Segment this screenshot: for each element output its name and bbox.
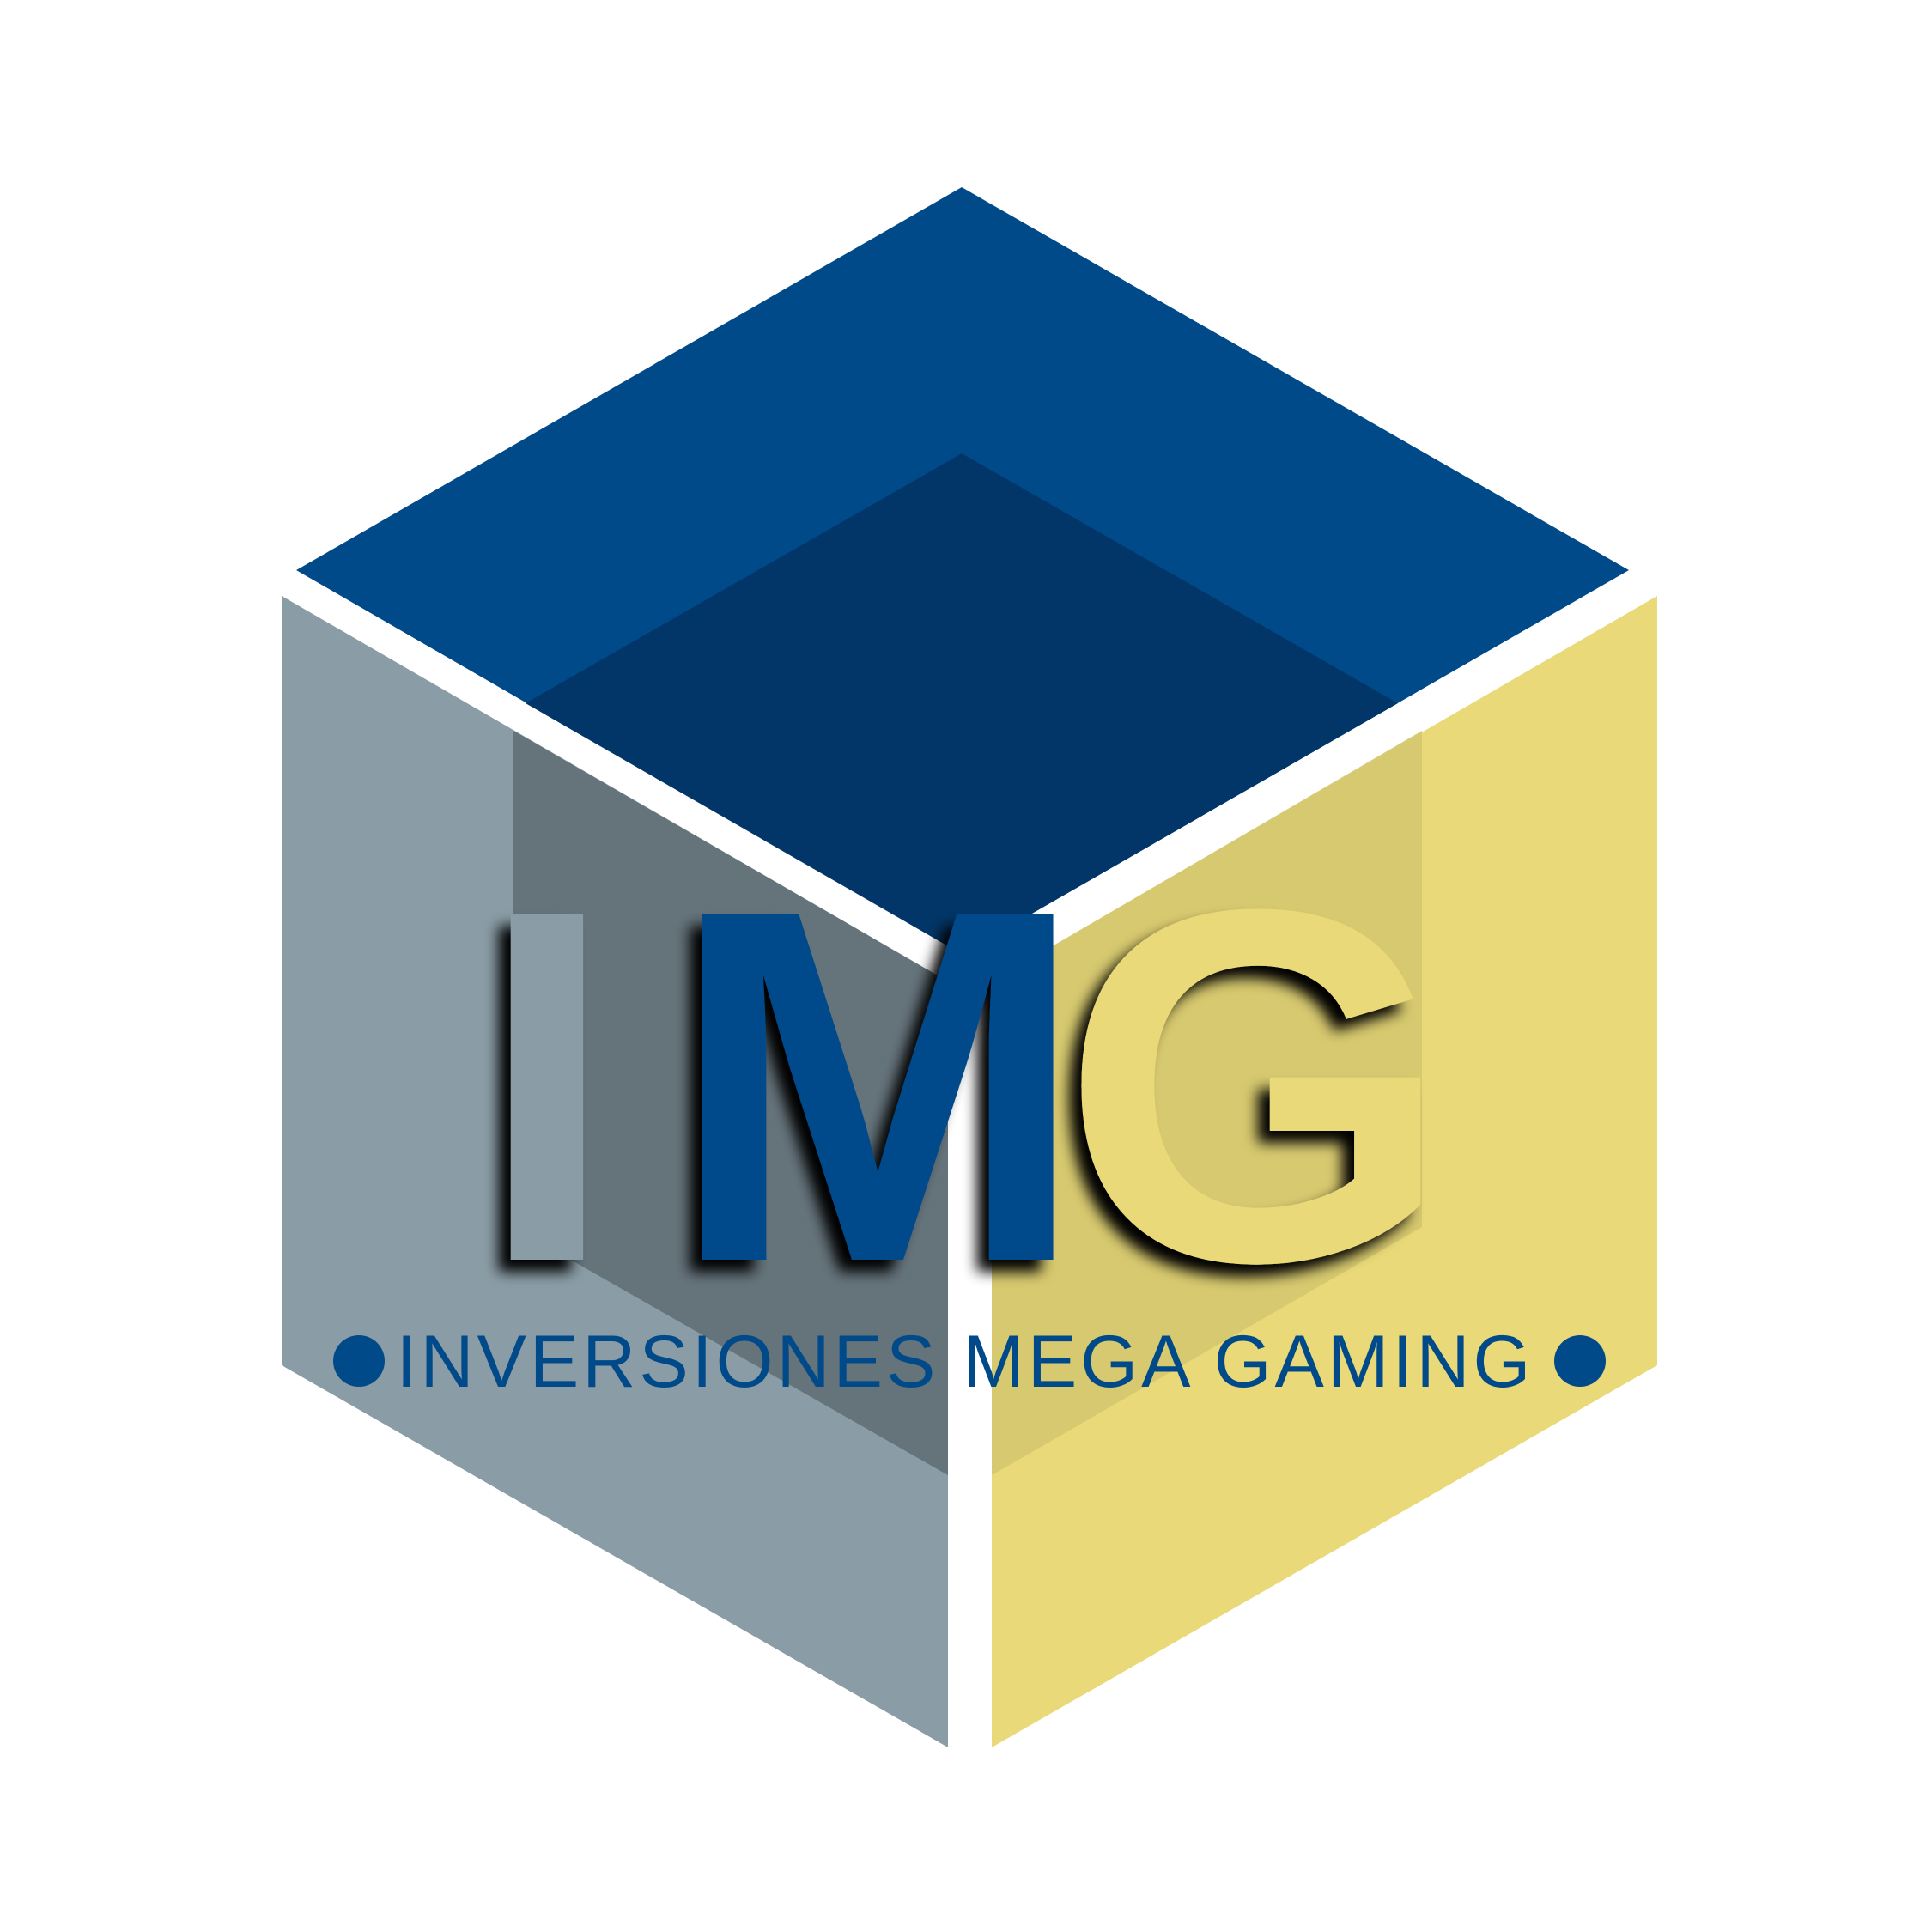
inner-cube-left-face (513, 731, 948, 1475)
circle-bullet-icon (333, 1335, 385, 1387)
monogram-letter-m: M (668, 805, 1086, 1366)
inner-cube-top-face (526, 453, 1398, 954)
circle-bullet-icon (1554, 1335, 1606, 1387)
monogram-letter-i: I (477, 805, 617, 1366)
tagline: INVERSIONES MEGA GAMING (397, 1321, 1534, 1403)
cube-graphic (282, 187, 1657, 1747)
monogram-letter-g: G (1060, 805, 1451, 1366)
inner-cube-right-face (992, 731, 1422, 1475)
tagline-row: INVERSIONES MEGA GAMING (333, 1321, 1606, 1403)
monogram: I M G (477, 805, 1452, 1366)
